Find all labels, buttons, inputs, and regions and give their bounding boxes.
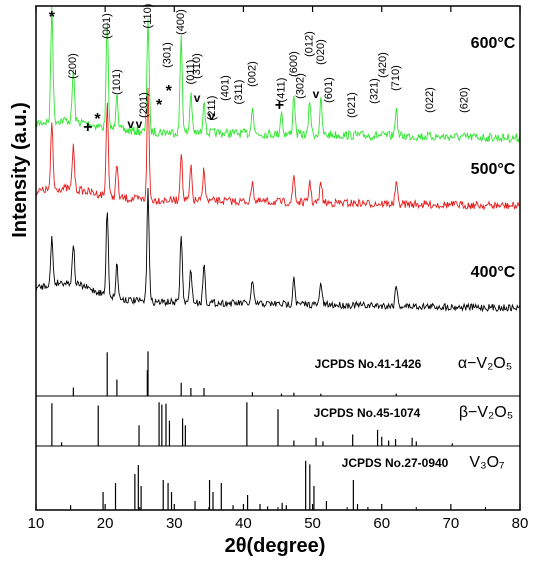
- phase-marker: v: [313, 87, 320, 101]
- peak-label: (001): [101, 13, 113, 39]
- ref-phase-1: β−V₂O₅: [459, 404, 513, 421]
- peak-label: (012): [304, 31, 316, 57]
- peak-label: (020): [315, 39, 327, 65]
- peak-label: (411): [275, 78, 287, 103]
- x-tick-label: 40: [235, 515, 252, 532]
- peak-label: (310): [191, 53, 203, 79]
- peak-label: (420): [377, 52, 389, 78]
- peak-label: (002): [246, 61, 258, 87]
- phase-marker: v: [208, 109, 215, 123]
- peak-label: (101): [111, 69, 123, 95]
- ref-phase-2: V₃O₇: [469, 454, 504, 471]
- phase-marker: v: [136, 117, 143, 131]
- peak-label: (400): [175, 9, 187, 35]
- series-label-500: 500°C: [471, 161, 516, 178]
- phase-marker: +: [275, 97, 284, 114]
- ref-label-2: JCPDS No.27-0940: [342, 456, 449, 470]
- x-axis-label: 2θ(degree): [225, 535, 326, 557]
- phase-marker: *: [49, 9, 56, 26]
- series-line-0: [35, 6, 521, 144]
- x-tick-label: 10: [28, 515, 45, 532]
- x-tick-label: 70: [443, 515, 460, 532]
- phase-marker: v: [127, 117, 134, 131]
- peak-label: (321): [369, 78, 381, 104]
- ref-label-0: JCPDS No.41-1426: [315, 357, 422, 371]
- ref-label-1: JCPDS No.45-1074: [314, 406, 421, 420]
- peak-label: (620): [459, 87, 471, 113]
- x-tick-label: 80: [512, 515, 529, 532]
- peak-label: (302): [295, 73, 307, 99]
- peak-label: (011): [185, 60, 197, 85]
- peak-label: (110): [142, 4, 154, 29]
- series-label-600: 600°C: [471, 35, 516, 52]
- peak-label: (301): [161, 42, 173, 68]
- phase-marker: *: [156, 97, 163, 114]
- peak-label: (600): [288, 51, 300, 77]
- phase-marker: *: [166, 83, 173, 100]
- peak-label: (311): [233, 80, 245, 105]
- peak-label: (201): [138, 92, 150, 118]
- phase-marker: *: [94, 111, 101, 128]
- peak-label: (200): [67, 53, 79, 79]
- peak-label: (021): [346, 92, 358, 118]
- x-tick-label: 50: [304, 515, 321, 532]
- phase-marker: v: [194, 91, 201, 105]
- x-tick-label: 60: [373, 515, 390, 532]
- series-line-1: [35, 87, 520, 211]
- series-line-2: [35, 187, 521, 313]
- peak-label: (710): [390, 65, 402, 91]
- peak-label: (022): [424, 87, 436, 113]
- peak-label: (211): [206, 96, 218, 121]
- ref-phase-0: α−V₂O₅: [458, 355, 512, 372]
- phase-marker: +: [83, 119, 92, 136]
- series-label-400: 400°C: [471, 264, 516, 281]
- y-axis-label: Intensity (a.u.): [9, 102, 31, 238]
- x-tick-label: 20: [97, 515, 114, 532]
- peak-label: (601): [323, 77, 335, 103]
- x-tick-label: 30: [166, 515, 183, 532]
- peak-label: (401): [219, 75, 231, 101]
